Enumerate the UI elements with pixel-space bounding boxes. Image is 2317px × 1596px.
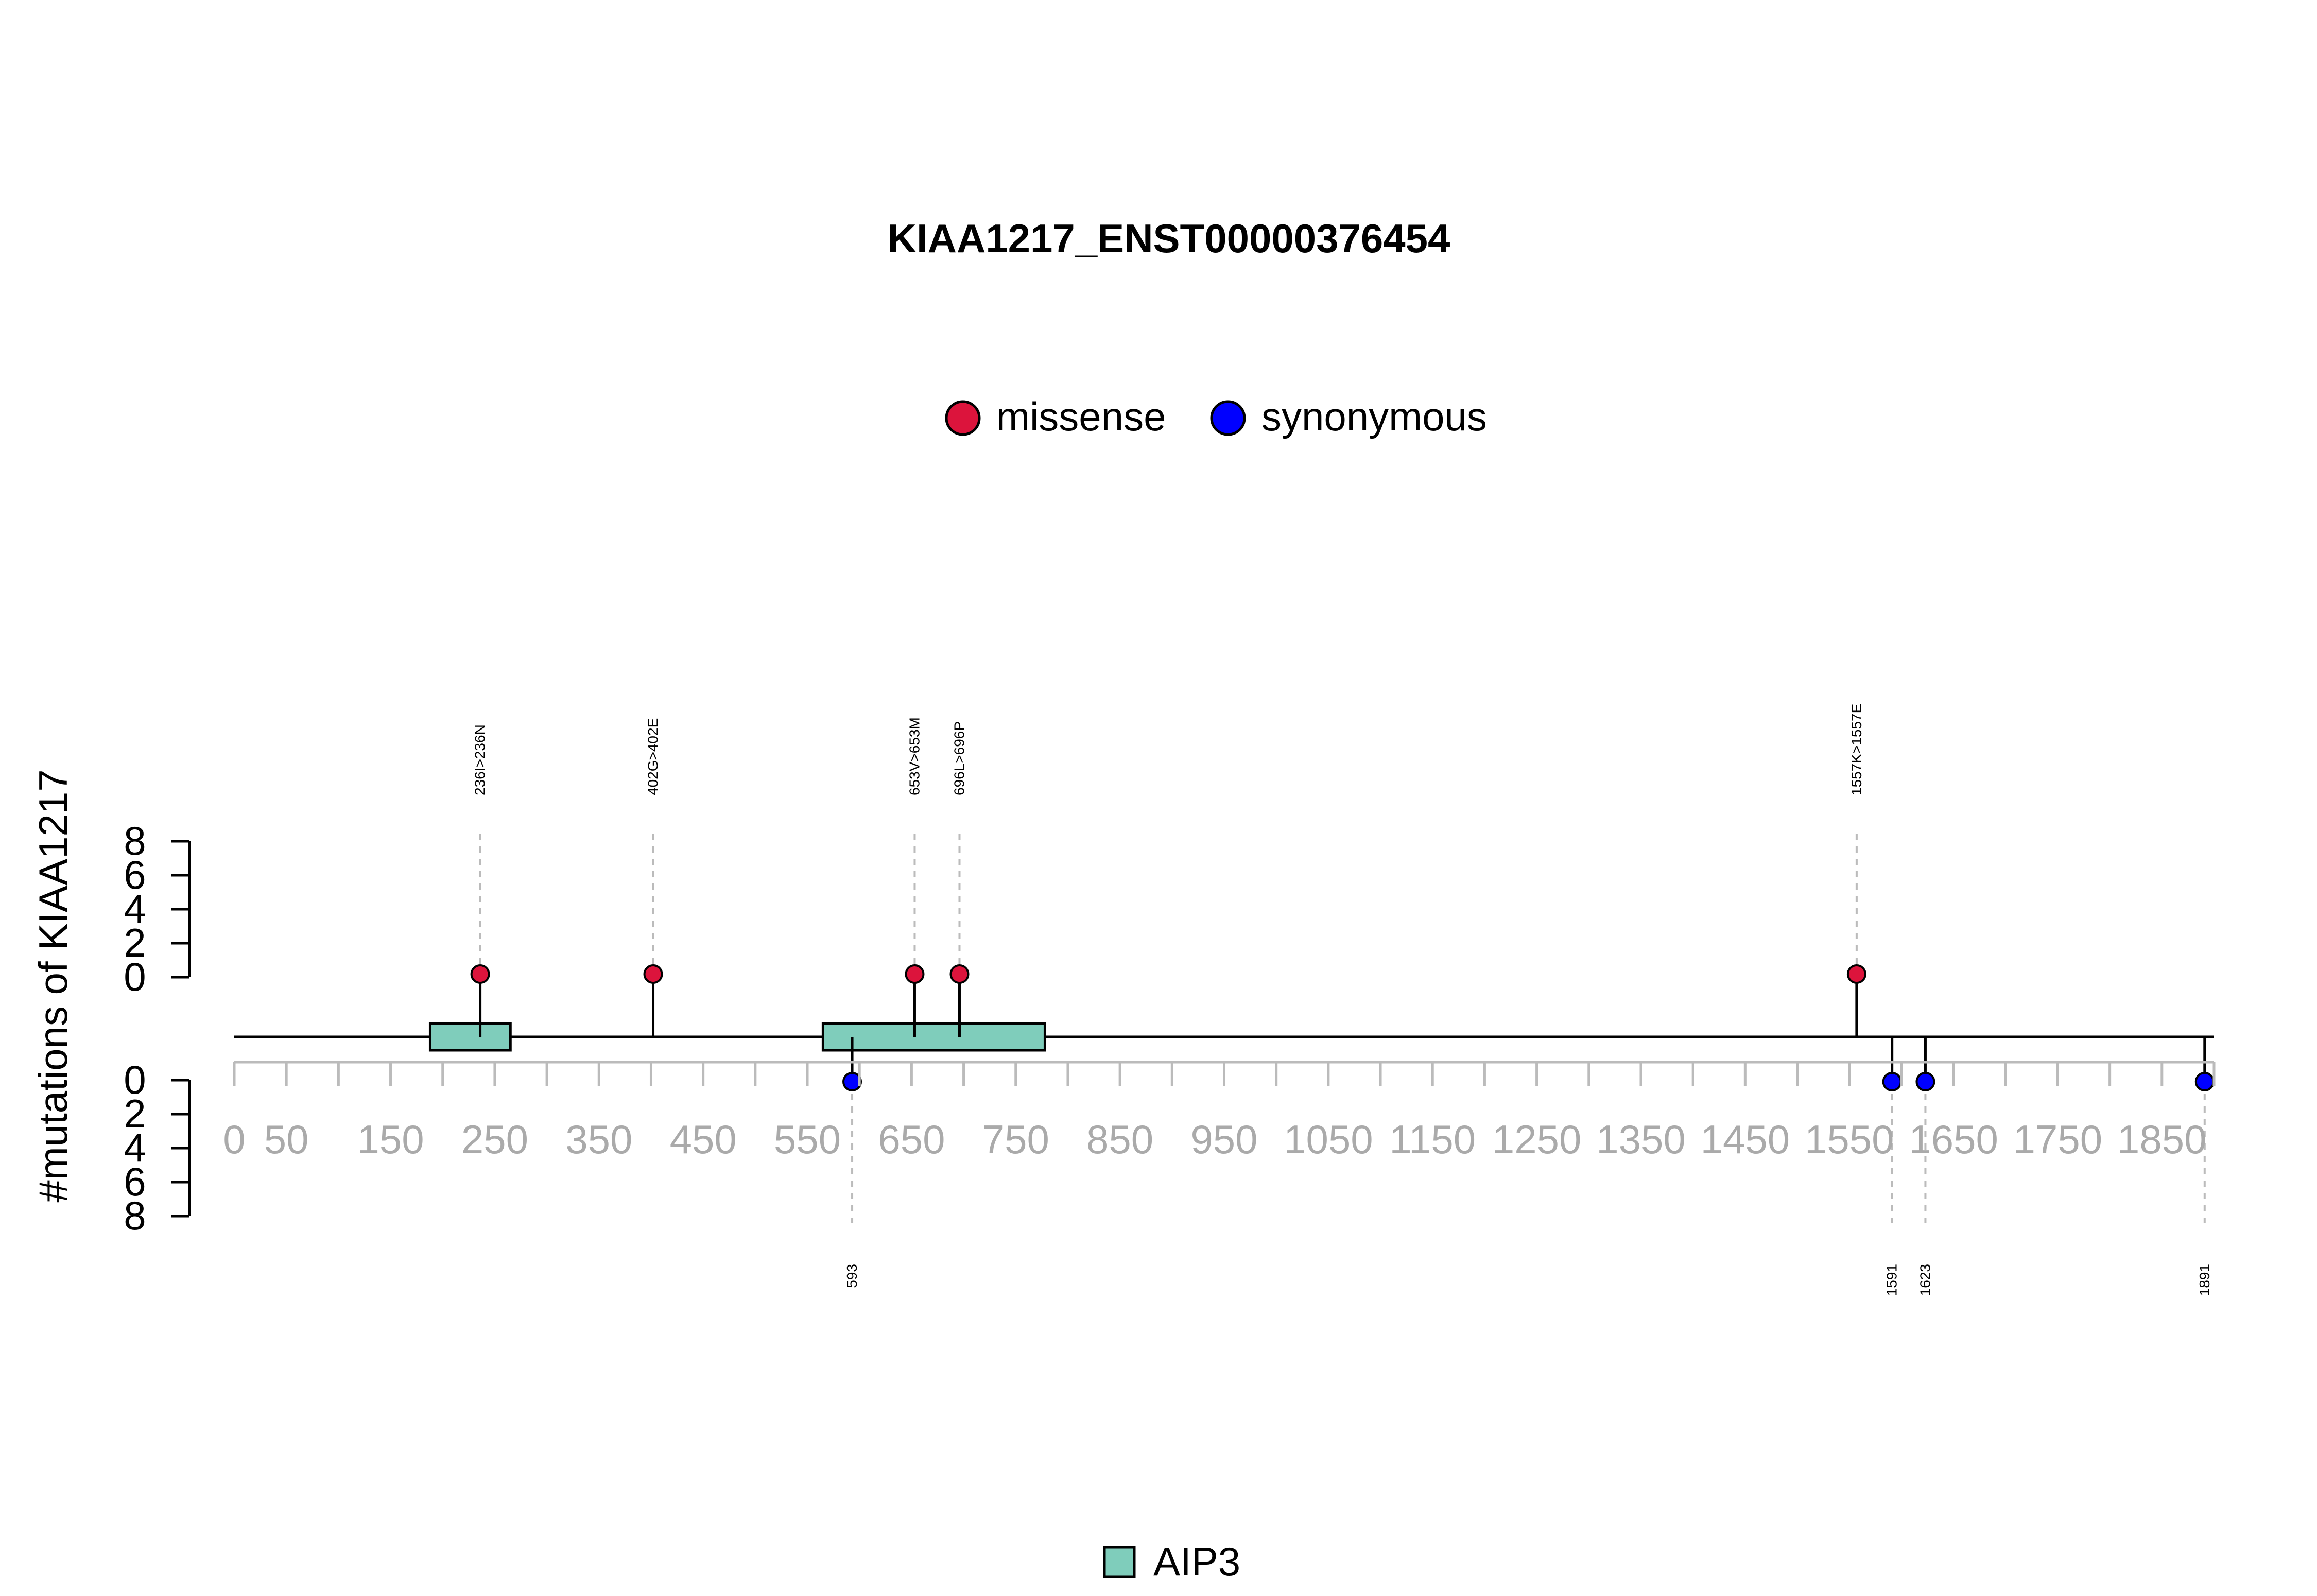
lollipop-stems-over-domains [479,974,2206,1082]
x-tick-label: 1850 [2117,1117,2207,1162]
y-top-tick-label: 8 [124,818,146,863]
x-tick-label: 1250 [1492,1117,1582,1162]
x-tick-label: 850 [1086,1117,1153,1162]
domain-box-aip3 [428,1022,512,1052]
domain-legend-label: AIP3 [1153,1539,1240,1584]
domain-legend: AIP3 [1103,1539,1240,1584]
x-tick-label: 750 [982,1117,1049,1162]
missense-head [470,964,490,984]
missense-head [905,964,925,984]
missense-label: 402G>402E [645,718,661,795]
missense-head [1846,964,1866,984]
synonymous-head [1915,1072,1935,1091]
legend-synonymous-label: synonymous [1261,394,1487,439]
x-tick-label: 450 [670,1117,737,1162]
legend-missense-label: missense [996,394,1166,439]
y-bottom-tick-label: 6 [124,1159,146,1204]
guide-lines [479,834,2206,1223]
x-tick-label: 1750 [2013,1117,2103,1162]
lollipop-heads [470,964,2215,1091]
y-bottom-tick-label: 4 [124,1125,146,1170]
synonymous-label: 1891 [2197,1264,2212,1296]
y-top-tick-label: 0 [124,954,146,999]
x-tick-label: 350 [565,1117,632,1162]
synonymous-head [2194,1072,2215,1091]
y-top-tick-label: 6 [124,852,146,897]
synonymous-label: 593 [844,1264,860,1288]
chart-title: KIAA1217_ENST00000376454 [888,216,1450,261]
x-tick-label: 1450 [1701,1117,1790,1162]
x-tick-label: 50 [264,1117,309,1162]
legend: missense synonymous [945,394,1487,439]
missense-head [643,964,663,984]
y-bottom-tick-label: 2 [124,1091,146,1136]
protein-domains [428,1022,1046,1052]
y-bottom-tick-label: 0 [124,1057,146,1102]
x-tick-label: 950 [1190,1117,1257,1162]
domain-box-aip3 [821,1022,1046,1052]
x-tick-label: 150 [357,1117,424,1162]
missense-label: 1557K>1557E [1848,704,1864,795]
missense-label: 236I>236N [472,724,488,795]
x-tick-label: 650 [878,1117,945,1162]
legend-synonymous-marker [1210,400,1246,436]
legend-missense-marker [945,400,981,436]
mutation-labels: 236I>236N 402G>402E 653V>653M 696L>696P 1557… [472,704,2212,1296]
x-tick-label: 1050 [1284,1117,1373,1162]
y-bottom-tick-label: 8 [124,1193,146,1238]
x-tick-label: 1350 [1596,1117,1686,1162]
domain-legend-swatch [1103,1546,1136,1578]
y-top-tick-label: 2 [124,920,146,965]
x-axis: 0 50 150 250 350 450 550 650 750 850 950 1050 1150 12… [223,1061,2216,1162]
x-tick-label: 0 [223,1117,245,1162]
missense-head [949,964,970,984]
synonymous-label: 1623 [1917,1264,1933,1296]
missense-label: 653V>653M [906,717,922,795]
synonymous-head [842,1072,862,1091]
y-axis-label: #mutations of KIAA1217 [30,769,76,1202]
missense-label: 696L>696P [951,721,967,795]
x-tick-label: 1650 [1909,1117,1998,1162]
synonymous-label: 1591 [1884,1264,1900,1296]
x-tick-label: 550 [774,1117,841,1162]
x-tick-label: 250 [461,1117,528,1162]
y-top-tick-label: 4 [124,886,146,931]
synonymous-head [1882,1072,1902,1091]
x-tick-label: 1550 [1805,1117,1894,1162]
x-tick-label: 1150 [1389,1117,1476,1162]
